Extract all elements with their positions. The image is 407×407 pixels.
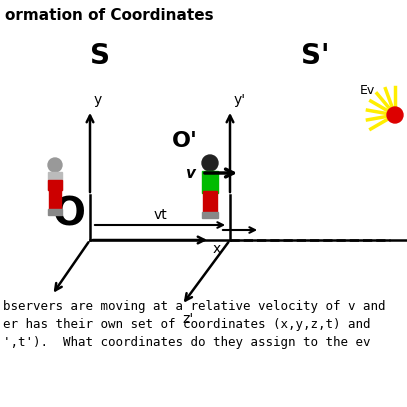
Text: z': z': [182, 312, 194, 326]
Circle shape: [48, 158, 62, 172]
FancyBboxPatch shape: [48, 209, 62, 215]
FancyBboxPatch shape: [202, 212, 218, 218]
Text: x: x: [213, 242, 221, 256]
Text: O': O': [172, 131, 198, 151]
Text: y: y: [94, 93, 102, 107]
Circle shape: [387, 107, 403, 123]
Text: Ev: Ev: [360, 84, 375, 97]
FancyBboxPatch shape: [48, 180, 62, 190]
FancyBboxPatch shape: [48, 172, 62, 190]
Text: ',t').  What coordinates do they assign to the ev: ',t'). What coordinates do they assign t…: [3, 336, 370, 349]
Text: S': S': [301, 42, 329, 70]
Text: O: O: [52, 196, 85, 234]
Text: y': y': [234, 93, 246, 107]
FancyBboxPatch shape: [202, 171, 218, 193]
Text: v: v: [185, 166, 195, 180]
Text: ormation of Coordinates: ormation of Coordinates: [5, 8, 214, 23]
Text: bservers are moving at a relative velocity of v and: bservers are moving at a relative veloci…: [3, 300, 385, 313]
FancyBboxPatch shape: [203, 191, 217, 213]
FancyBboxPatch shape: [49, 190, 61, 210]
Text: vt: vt: [153, 208, 167, 222]
Text: S: S: [90, 42, 110, 70]
Circle shape: [202, 155, 218, 171]
Text: er has their own set of coordinates (x,y,z,t) and: er has their own set of coordinates (x,y…: [3, 318, 370, 331]
